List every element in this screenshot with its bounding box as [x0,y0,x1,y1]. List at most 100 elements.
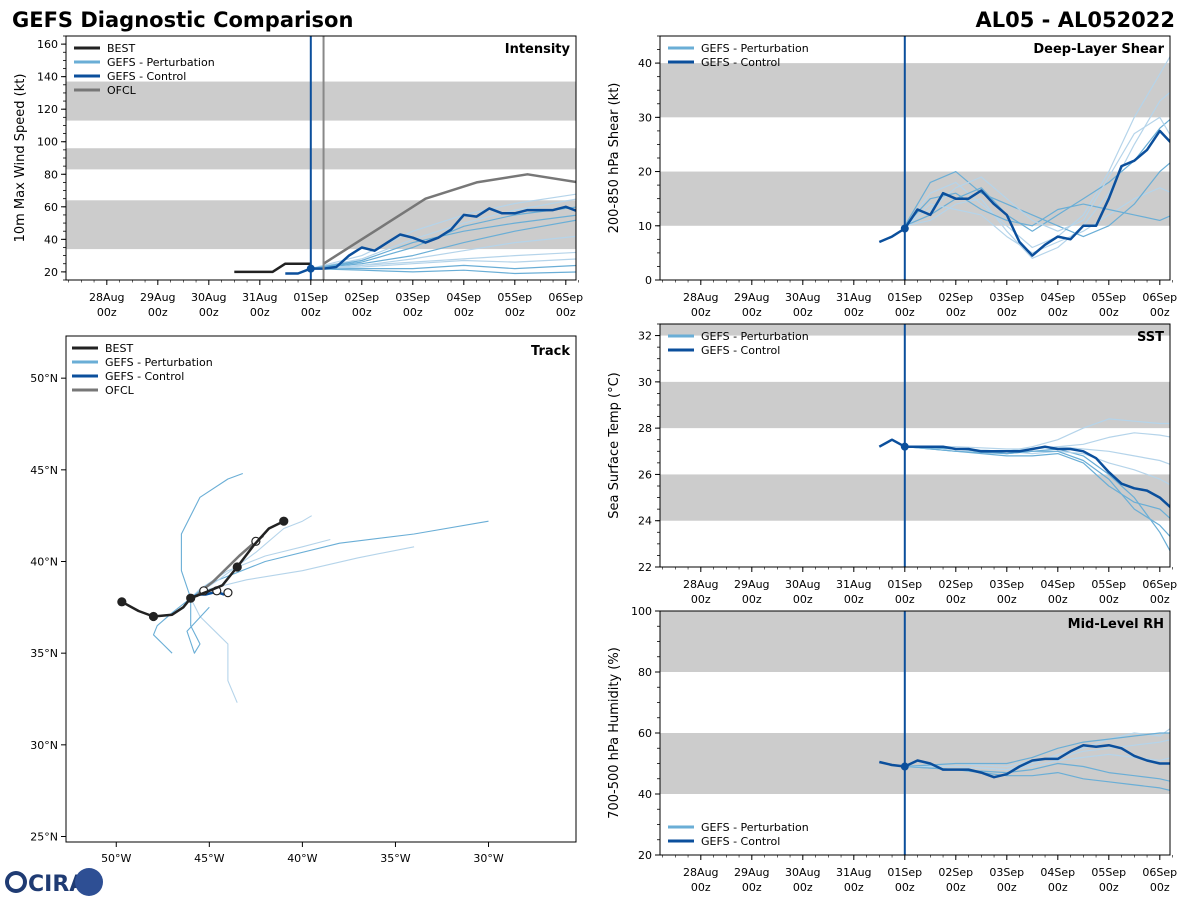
rh-xtick-date-0: 28Aug [683,866,718,879]
shear-xtick-date-6: 03Sep [989,291,1024,304]
shear-xtick-hour-2: 00z [793,306,813,319]
shear-xtick-hour-5: 00z [946,306,966,319]
rh-xtick-hour-1: 00z [742,881,762,894]
track-title: Track [531,344,570,359]
sst-xtick-date-6: 03Sep [989,578,1024,591]
rh-xtick-hour-6: 00z [997,881,1017,894]
sst-xtick-date-2: 30Aug [785,578,820,591]
shear-xtick-hour-4: 00z [895,306,915,319]
rh-xtick-hour-3: 00z [844,881,864,894]
intensity-xtick-date-3: 31Aug [242,291,277,304]
track-ytick-label-0: 25°N [30,831,58,844]
intensity-ytick-label-2: 60 [44,201,58,214]
track-line-6 [180,472,243,599]
track-marker-0-4 [279,516,289,526]
rh-xtick-date-9: 06Sep [1142,866,1177,879]
shear-xtick-hour-7: 00z [1048,306,1068,319]
sst-xtick-hour-2: 00z [793,593,813,606]
rh-xtick-date-5: 02Sep [938,866,973,879]
track-line-7 [190,515,312,599]
shear-xtick-date-3: 31Aug [836,291,871,304]
shear-series-line-5 [904,91,1170,259]
sst-ytick-label-5: 32 [638,330,652,343]
track-line-8 [152,597,192,654]
intensity-xtick-date-2: 30Aug [191,291,226,304]
sst-xtick-hour-4: 00z [895,593,915,606]
rh-xtick-date-6: 03Sep [989,866,1024,879]
rh-legend-label-0: GEFS - Perturbation [701,821,809,834]
sst-band-1 [660,381,1170,429]
shear-series-line-4 [904,162,1170,238]
intensity-xtick-date-7: 04Sep [446,291,481,304]
shear-title: Deep-Layer Shear [1033,42,1164,57]
rh-xtick-hour-7: 00z [1048,881,1068,894]
intensity-ytick-label-7: 160 [37,38,58,51]
rh-xtick-date-2: 30Aug [785,866,820,879]
intensity-ytick-label-0: 20 [44,266,58,279]
sst-xtick-date-4: 01Sep [887,578,922,591]
rh-ytick-label-0: 20 [638,849,652,862]
sst-xtick-date-7: 04Sep [1040,578,1075,591]
shear-series-line-3 [904,187,1170,254]
rh-xtick-hour-5: 00z [946,881,966,894]
intensity-legend-label-1: GEFS - Perturbation [107,56,215,69]
track-ytick-label-1: 30°N [30,739,58,752]
shear-ytick-label-0: 0 [645,274,652,287]
intensity-band-2 [66,81,576,121]
intensity-ylabel: 10m Max Wind Speed (kt) [13,74,28,243]
rh-xtick-hour-0: 00z [691,881,711,894]
intensity-series-line-0 [234,262,311,274]
rh-series-group [879,728,1170,791]
intensity-xtick-hour-6: 00z [403,306,423,319]
sst-series-line-0 [878,438,1170,509]
rh-ytick-label-2: 60 [638,727,652,740]
track-ytick-label-4: 45°N [30,464,58,477]
track-ytick-label-2: 35°N [30,647,58,660]
sst-ytick-label-2: 26 [638,468,652,481]
sst-xtick-hour-8: 00z [1099,593,1119,606]
intensity-series-line-9 [310,258,576,270]
shear-series-line-0 [878,129,1170,257]
shear-ytick-label-2: 20 [638,166,652,179]
track-marker-0-1 [148,611,159,622]
intensity-band-0 [66,200,576,250]
rh-xtick-hour-4: 00z [895,881,915,894]
track-line-5 [190,597,238,703]
track-panel: 50°W 45°W 40°W 35°W 30°W 25°N 30°N 35°N 40°N 45°N… [30,335,577,865]
intensity-ytick-label-5: 120 [37,103,58,116]
track-ytick-label-3: 40°N [30,556,58,569]
shear-band-1 [660,63,1170,118]
sst-ylabel: Sea Surface Temp (°C) [607,372,622,519]
intensity-series-line-3 [310,198,576,270]
rh-series-line-4 [904,762,1170,782]
sst-ytick-label-1: 24 [638,515,652,528]
track-xtick-label-0: 50°W [101,852,131,865]
intensity-xtick-date-6: 03Sep [395,291,430,304]
shear-legend-label-1: GEFS - Control [701,56,780,69]
track-xtick-label-2: 40°W [287,852,317,865]
track-line-3 [190,538,331,599]
track-legend-label-2: GEFS - Control [105,370,184,383]
intensity-xtick-hour-2: 00z [199,306,219,319]
track-marker-1-2 [223,588,233,598]
sst-series-line-4 [904,446,1170,520]
sst-series-group [878,418,1170,552]
intensity-xtick-hour-3: 00z [250,306,270,319]
track-legend-label-1: GEFS - Perturbation [105,356,213,369]
sst-xtick-hour-5: 00z [946,593,966,606]
shear-ytick-label-3: 30 [638,111,652,124]
sst-xtick-hour-0: 00z [691,593,711,606]
rh-series-line-5 [904,753,1170,771]
intensity-panel: 20 40 60 80 100 120 140 160 28Aug 00z 29Aug 00z 30Au… [13,35,583,319]
track-xtick-label-1: 45°W [194,852,224,865]
intensity-xtick-date-1: 29Aug [140,291,175,304]
shear-xtick-hour-9: 00z [1150,306,1170,319]
shear-xtick-hour-8: 00z [1099,306,1119,319]
sst-legend-label-0: GEFS - Perturbation [701,330,809,343]
track-series-group [117,472,489,703]
intensity-legend-label-3: OFCL [107,84,137,97]
sst-band-2 [660,324,1170,336]
rh-xtick-hour-2: 00z [793,881,813,894]
intensity-xtick-date-4: 01Sep [293,291,328,304]
